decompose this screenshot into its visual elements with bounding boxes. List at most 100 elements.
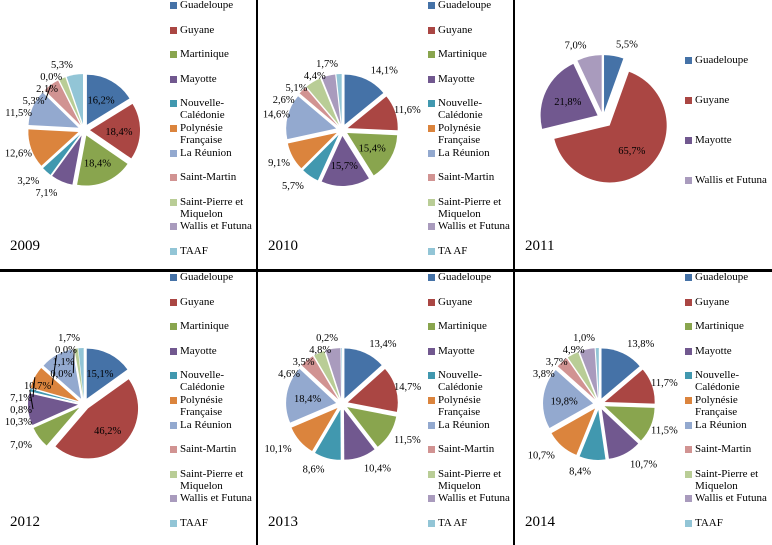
pie-chart: 18,4% 0,2%4,8%3,5%4,6% 10,1% 8,6% 13,4% 14,7%… bbox=[265, 333, 422, 476]
data-label-guadeloupe: 13,8% bbox=[627, 339, 654, 350]
legend-swatch bbox=[428, 520, 435, 527]
data-label-martinique: 18,4% bbox=[84, 158, 111, 169]
slice-guyane bbox=[347, 369, 398, 412]
legend-swatch bbox=[170, 323, 177, 331]
legend-label: Martinique bbox=[180, 320, 229, 333]
legend-label: Guyane bbox=[438, 23, 473, 36]
slice-guadeloupe bbox=[604, 55, 624, 113]
slice-guyane bbox=[554, 71, 667, 183]
legend-item-la-reunion: La Réunion bbox=[428, 419, 490, 431]
data-label-mayotte: 10,4% bbox=[364, 463, 391, 474]
data-label-nouvelle-caledonie: 8,6% bbox=[303, 465, 325, 476]
legend-item-nouvelle-caledonie: Nouvelle-Calédonie bbox=[685, 369, 771, 393]
legend-swatch bbox=[170, 75, 177, 83]
legend-label: Martinique bbox=[438, 48, 487, 61]
data-label-guyane: 65,7% bbox=[618, 146, 645, 157]
legend-label: La Réunion bbox=[438, 418, 490, 431]
slice-wallis-et-futuna bbox=[577, 55, 602, 113]
data-label-wallis-et-futuna: 4,8% bbox=[309, 345, 331, 356]
legend-label: Mayotte bbox=[438, 72, 475, 85]
legend-label: Saint-Pierre et Miquelon bbox=[695, 467, 759, 492]
legend-swatch bbox=[170, 495, 177, 503]
slice-guyane bbox=[55, 379, 139, 459]
legend-label: Saint-Martin bbox=[695, 443, 752, 456]
data-label-polynesie-francaise: 10,7% bbox=[528, 450, 555, 461]
data-label-guyane: 11,6% bbox=[394, 105, 421, 116]
legend-item-wallis-et-futuna: Wallis et Futuna bbox=[685, 492, 767, 504]
slice-saint-pierre-et-miquelon bbox=[314, 350, 340, 399]
legend-swatch bbox=[428, 397, 435, 404]
legend-label: Saint-Martin bbox=[438, 171, 495, 184]
legend-item-nouvelle-caledonie: Nouvelle-Calédonie bbox=[428, 369, 513, 393]
slice-martinique bbox=[347, 407, 397, 447]
legend-label: Saint-Pierre et Miquelon bbox=[180, 195, 244, 220]
slice-la-reunion bbox=[543, 370, 594, 428]
slice-polynesie-francaise bbox=[291, 407, 338, 452]
legend-swatch bbox=[428, 421, 435, 429]
slice-guadeloupe bbox=[86, 74, 130, 125]
data-label-saint-pierre-et-miquelon: 3,7% bbox=[546, 357, 568, 368]
legend-item-guyane: Guyane bbox=[685, 94, 729, 106]
data-label-guadeloupe: 14,1% bbox=[371, 65, 398, 76]
slice-guyane bbox=[604, 369, 655, 404]
slice-mayotte bbox=[540, 63, 598, 129]
slice-polynesie-francaise bbox=[28, 129, 79, 166]
slice-la-reunion bbox=[43, 349, 82, 399]
legend-item-taaf: TAAF bbox=[685, 517, 723, 529]
legend-swatch bbox=[685, 470, 692, 478]
leader-line bbox=[45, 84, 52, 101]
data-label-saint-martin: 4,6% bbox=[278, 369, 300, 380]
slice-martinique bbox=[77, 135, 128, 186]
legend-label: TA AF bbox=[438, 245, 468, 257]
legend-item-saint-martin: Saint-Martin bbox=[685, 443, 751, 455]
legend-label: Polynésie Française bbox=[695, 394, 738, 418]
legend-swatch bbox=[170, 397, 177, 404]
slice-nouvelle-caledonie bbox=[315, 409, 341, 460]
slice-wallis-et-futuna bbox=[325, 348, 342, 399]
data-label-mayotte: 21,8% bbox=[554, 97, 581, 108]
slice-taaf bbox=[66, 74, 84, 125]
slice-taaf bbox=[78, 348, 84, 399]
data-label-la-reunion: 14,6% bbox=[263, 110, 290, 121]
legend-swatch bbox=[685, 177, 692, 184]
legend-label: Guadeloupe bbox=[180, 0, 234, 11]
slice-taaf bbox=[595, 348, 599, 399]
slice-ta-af bbox=[341, 348, 342, 399]
legend-label: Wallis et Futuna bbox=[438, 492, 510, 505]
data-label-saint-martin: 5,3% bbox=[23, 96, 45, 107]
legend-item-la-reunion: La Réunion bbox=[170, 147, 232, 159]
legend-swatch bbox=[685, 347, 692, 355]
legend-swatch bbox=[685, 97, 692, 104]
pie-panel-2010: 15,4% 15,7% 1,7% 4,4% 5,1% 2,6% 14,6% 9,1% 5,7% 1… bbox=[258, 0, 513, 269]
legend-label: La Réunion bbox=[695, 418, 747, 431]
legend-swatch bbox=[170, 51, 177, 59]
legend-label: Guyane bbox=[695, 94, 730, 106]
slice-nouvelle-caledonie bbox=[303, 134, 339, 181]
data-label-nouvelle-caledonie: 0,8% bbox=[10, 405, 32, 416]
legend-swatch bbox=[685, 274, 692, 281]
slice-saint-martin bbox=[299, 87, 338, 126]
legend-label: Polynésie Française bbox=[180, 122, 223, 146]
legend-swatch bbox=[428, 223, 435, 231]
legend-item-polynesie-francaise: Polynésie Française bbox=[170, 394, 256, 418]
legend-label: Polynésie Française bbox=[438, 122, 481, 146]
legend-label: Wallis et Futuna bbox=[695, 492, 767, 505]
slice-la-reunion bbox=[286, 96, 337, 140]
legend-swatch bbox=[170, 347, 177, 355]
legend-swatch bbox=[170, 223, 177, 231]
legend-label: Nouvelle-Calédonie bbox=[180, 369, 225, 394]
legend-label: La Réunion bbox=[438, 146, 490, 159]
legend-label: Guadeloupe bbox=[438, 272, 492, 283]
legend-label: Martinique bbox=[695, 320, 744, 333]
legend-swatch bbox=[170, 446, 177, 454]
data-label-polynesie-francaise: 10,1% bbox=[265, 444, 292, 455]
legend-item-saint-martin: Saint-Martin bbox=[170, 443, 236, 455]
legend-item-guyane: Guyane bbox=[428, 24, 472, 36]
data-label-nouvelle-caledonie: 3,2% bbox=[17, 176, 39, 187]
legend-item-martinique: Martinique bbox=[170, 48, 229, 60]
data-label-saint-martin: 0,0% bbox=[50, 369, 72, 380]
slice-mayotte bbox=[321, 135, 369, 186]
legend-swatch bbox=[685, 372, 692, 380]
legend-swatch bbox=[428, 347, 435, 355]
legend-label: TAAF bbox=[180, 245, 208, 257]
